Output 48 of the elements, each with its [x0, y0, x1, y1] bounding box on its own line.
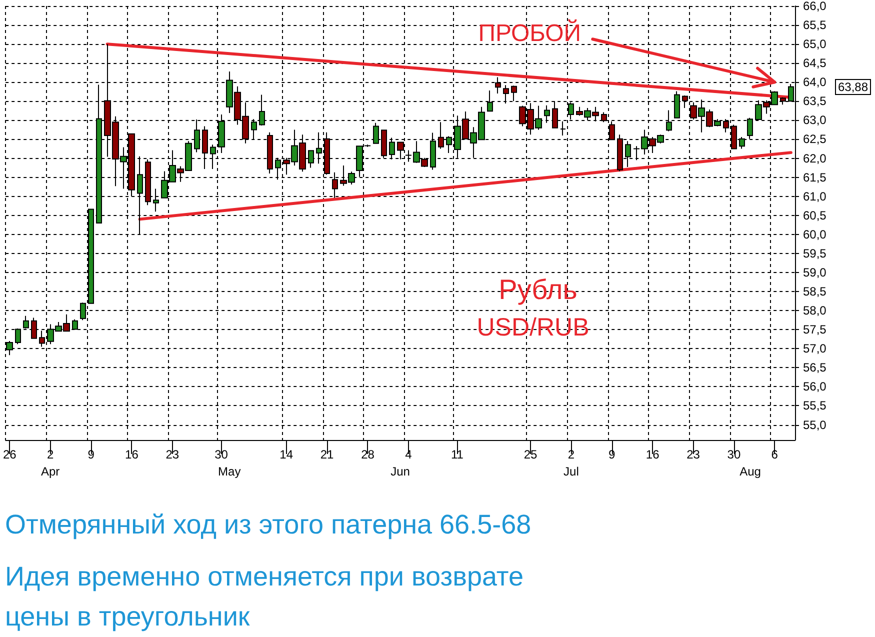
y-tick-label: 63,5: [803, 94, 827, 108]
x-tick-label: 23: [686, 448, 700, 462]
x-tick-label: 30: [214, 448, 228, 462]
y-tick-label: 55,5: [803, 398, 827, 413]
text: Отмерянный ход из этого патерна 66.5-68: [5, 510, 532, 540]
y-tick-label: 62,0: [803, 151, 827, 166]
y-tick-label: 57,5: [803, 322, 827, 337]
text: 63,88: [835, 78, 872, 95]
annotation: ПРОБОЙ: [478, 20, 582, 48]
y-tick-label: 64,5: [803, 56, 827, 70]
y-tick-label: 64,0: [803, 75, 827, 90]
y-tick-label: 65,0: [803, 37, 827, 52]
y-tick-label: 63,0: [803, 113, 827, 128]
text: Идея временно отменяется при возврате: [5, 562, 524, 592]
y-tick-label: 60,0: [803, 227, 827, 242]
x-tick-label: 16: [125, 448, 139, 462]
text: цены в треугольник: [5, 602, 250, 632]
y-tick-label: 61,0: [803, 189, 827, 204]
y-tick-label: 56,0: [803, 380, 827, 394]
x-tick-label: 21: [320, 448, 334, 462]
annotation: Рубль: [498, 274, 578, 306]
y-tick-label: 57,0: [803, 342, 827, 356]
x-tick-label: 16: [646, 448, 660, 462]
y-tick-label: 61,5: [803, 170, 827, 184]
x-tick-label: Aug: [740, 464, 761, 478]
x-tick-label: 25: [524, 448, 538, 462]
y-tick-label: 65,5: [803, 18, 827, 32]
x-tick-label: 14: [280, 448, 294, 462]
x-tick-label: May: [218, 464, 241, 478]
annotation: USD/RUB: [476, 314, 590, 342]
y-tick-label: 62,5: [803, 132, 827, 146]
y-tick-label: 58,0: [803, 304, 827, 318]
x-tick-label: 23: [166, 448, 180, 462]
x-tick-label: 26: [2, 448, 17, 462]
x-tick-label: 30: [727, 448, 741, 462]
y-tick-label: 66,0: [803, 0, 827, 13]
x-tick-label: 28: [361, 448, 375, 462]
y-tick-label: 60,5: [803, 208, 827, 222]
y-tick-label: 55,0: [803, 418, 827, 432]
x-tick-label: 9: [88, 448, 95, 462]
x-tick-label: 9: [608, 448, 616, 462]
y-tick-label: 59,5: [803, 246, 827, 260]
y-tick-label: 58,5: [803, 284, 827, 299]
candlestick: [511, 85, 517, 102]
y-tick-label: 59,0: [803, 265, 827, 280]
x-tick-label: Jun: [390, 464, 410, 478]
x-tick-label: 11: [451, 448, 464, 462]
y-tick-label: 56,5: [803, 360, 827, 375]
